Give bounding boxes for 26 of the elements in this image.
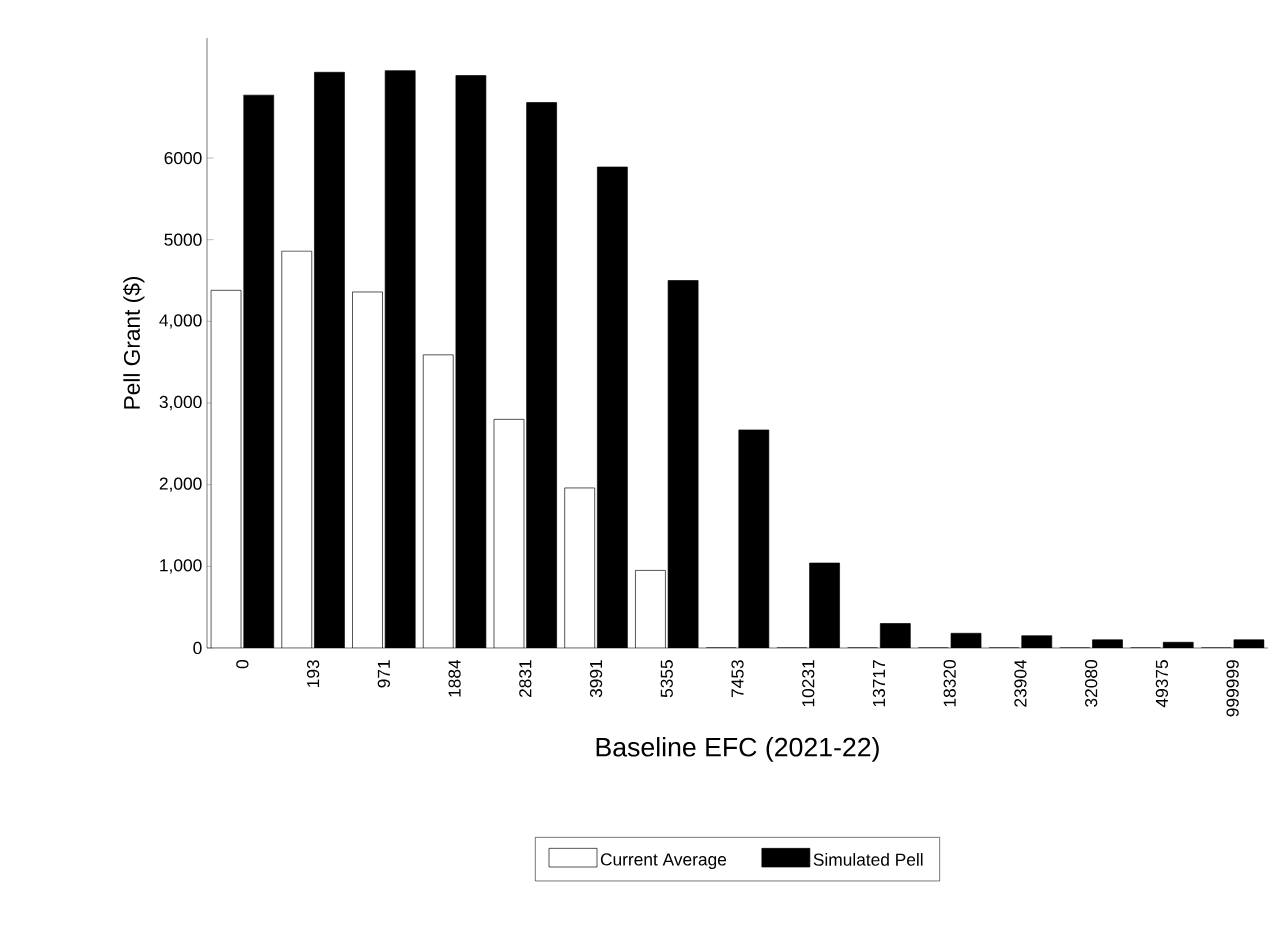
x-tick-label: 971	[377, 660, 390, 688]
y-tick-label: 1,000	[160, 559, 202, 574]
x-tick-label: 1884	[448, 659, 461, 697]
y-axis-title: Pell Grant ($)	[122, 277, 145, 409]
y-tick-label: 2,000	[159, 477, 202, 492]
x-tick-label: 999999	[1226, 660, 1239, 717]
y-tick-label: 3,000	[159, 395, 202, 411]
x-tick-label: 18320	[943, 660, 956, 707]
y-tick-label: 5000	[164, 233, 202, 246]
x-tick-label: 13717	[872, 660, 886, 707]
x-tick-label: 2831	[519, 660, 532, 698]
x-tick-label: 49375	[1155, 660, 1169, 708]
x-tick-label: 7453	[731, 660, 744, 698]
y-tick-label: 0	[193, 641, 202, 655]
x-tick-label: 193	[306, 660, 320, 687]
x-tick-label: 32080	[1085, 660, 1098, 707]
x-tick-label: 3991	[589, 660, 603, 698]
y-tick-label: 6000	[164, 151, 202, 165]
y-tick-label: 4,000	[159, 314, 202, 329]
legend-label: Current Average	[600, 853, 727, 869]
x-tick-label: 23904	[1014, 659, 1027, 707]
x-tick-label: 0	[236, 660, 249, 669]
x-tick-label: 5355	[660, 660, 673, 698]
x-tick-label: 10231	[802, 660, 815, 707]
x-axis-title: Baseline EFC (2021-22)	[596, 737, 879, 762]
legend-label: Simulated Pell	[813, 853, 923, 866]
